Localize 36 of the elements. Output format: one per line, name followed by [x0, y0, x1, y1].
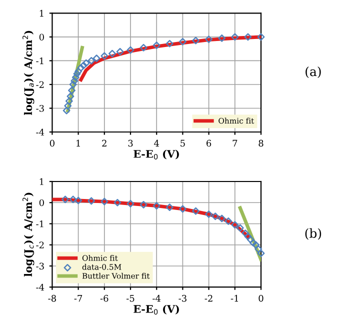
y-tick-label: -1	[36, 57, 44, 64]
x-tick-label: 7	[232, 140, 238, 146]
y-tick-label: 1	[40, 10, 44, 17]
y-tick-label: -4	[36, 284, 44, 291]
x-tick-label: -2	[204, 294, 212, 302]
y-tick-label: -1	[36, 220, 44, 228]
x-tick-label: -3	[178, 294, 186, 302]
y-tick-label: 0	[39, 34, 44, 41]
x-tick-label: -7	[74, 295, 82, 302]
x-tick-label: 2	[102, 140, 106, 146]
y-axis-title: log(J$_{c}$)( A/cm$^{2}$)	[22, 192, 34, 277]
y-tick-label: -2	[36, 242, 44, 248]
x-tick-label: -4	[152, 294, 161, 302]
y-axis-title: log(J$_{a}$)( A/cm$^{2}$)	[22, 30, 34, 116]
text: (b)	[305, 228, 322, 240]
y-tick-label: -2	[36, 81, 44, 88]
y-tick-label: -3	[36, 262, 44, 270]
y-tick-label: 0	[39, 199, 44, 206]
x-tick-label: 1	[76, 140, 80, 146]
x-tick-label: 8	[258, 140, 264, 147]
x-tick-label: 3	[128, 140, 133, 147]
y-tick-label: 1	[40, 178, 44, 185]
x-tick-label: -6	[100, 294, 108, 302]
x-tick-label: 0	[258, 294, 264, 302]
x-tick-label: 4	[154, 140, 160, 146]
x-tick-label: -5	[126, 295, 134, 302]
y-tick-label: -4	[36, 128, 44, 136]
x-tick-label: -1	[230, 294, 238, 302]
x-axis-title: E-E$_{0}$ (V)	[134, 304, 179, 315]
x-tick-label: 6	[206, 140, 212, 147]
x-axis-title: E-E$_{0}$ (V)	[134, 150, 179, 160]
y-tick-label: -3	[36, 104, 44, 112]
x-tick-label: 0	[50, 140, 54, 147]
x-tick-label: 5	[180, 140, 185, 147]
text: (a)	[306, 66, 321, 78]
x-tick-label: -8	[48, 294, 56, 302]
